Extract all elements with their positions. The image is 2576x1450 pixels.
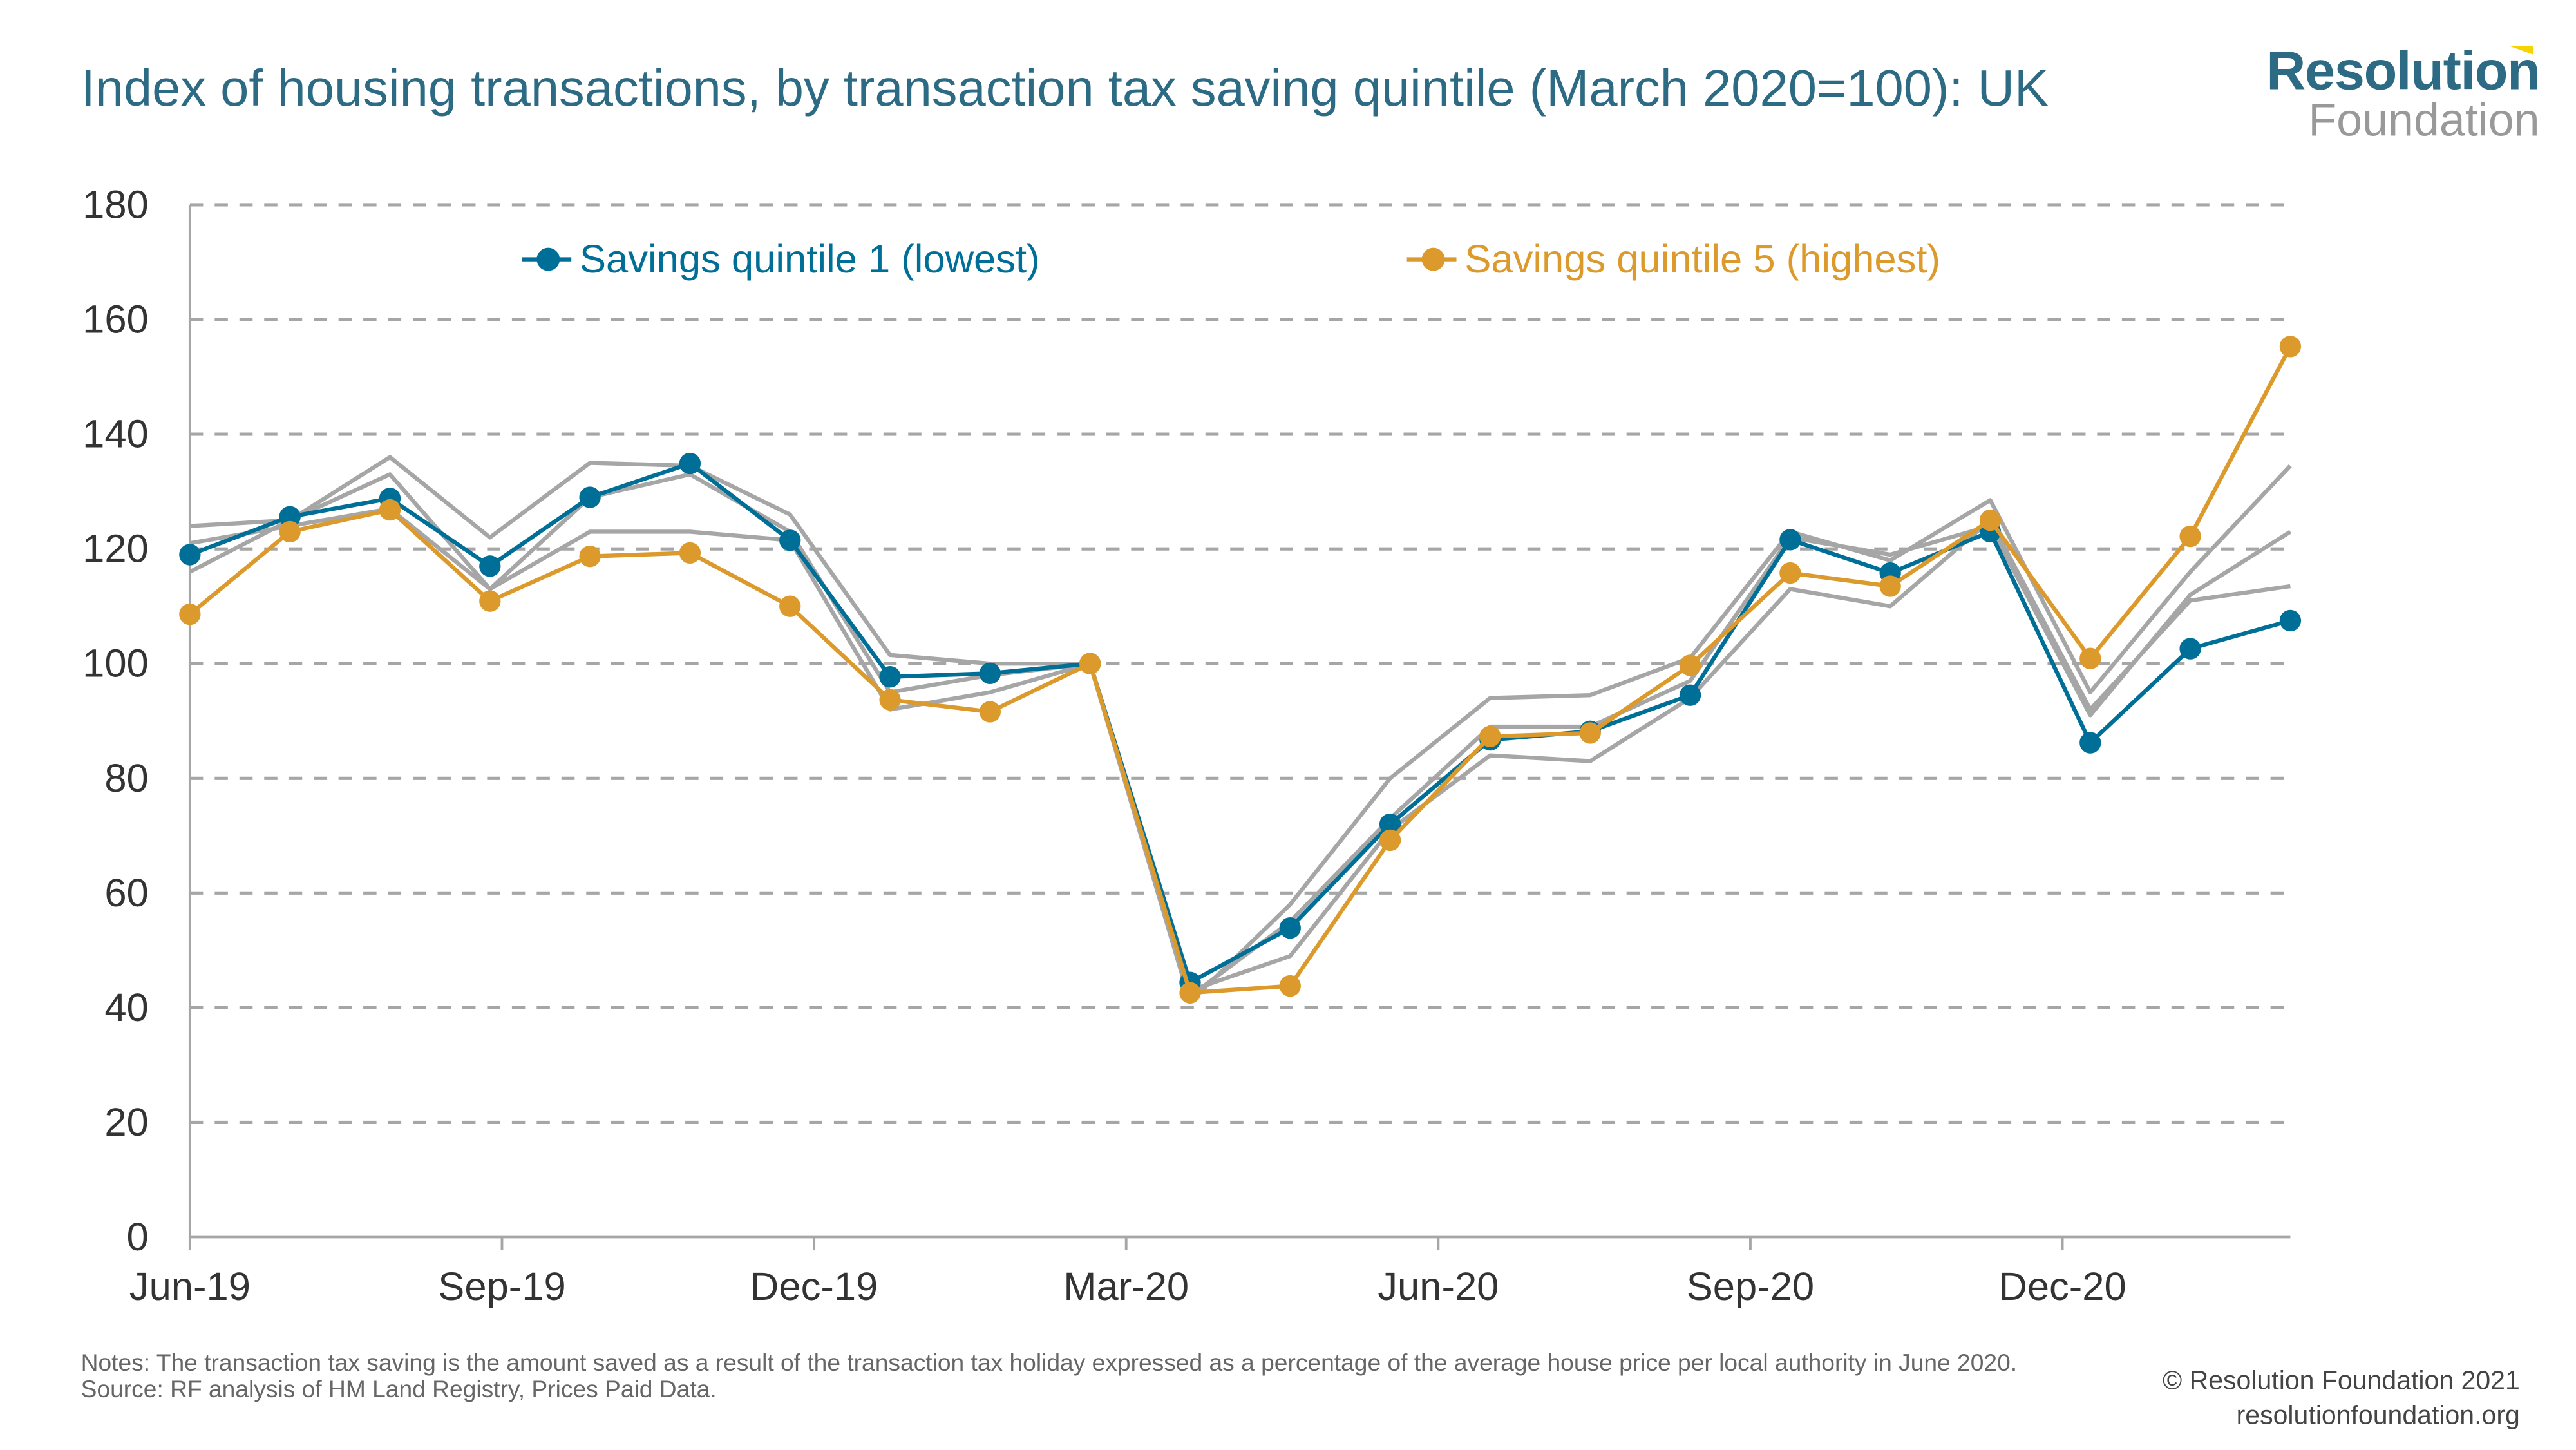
data-point-3	[2279, 609, 2302, 632]
data-point-3	[579, 486, 601, 508]
data-point-3	[2179, 638, 2201, 660]
data-point-4	[579, 546, 601, 568]
data-point-4	[479, 590, 501, 612]
x-tick-label: Dec-20	[1998, 1264, 2126, 1309]
data-point-4	[2079, 647, 2101, 669]
data-point-4	[1179, 982, 1201, 1004]
data-point-3	[1679, 684, 1701, 706]
logo-accent-mark	[2510, 46, 2533, 55]
data-point-4	[179, 603, 201, 625]
y-tick-label: 100	[82, 642, 149, 686]
data-point-3	[179, 544, 201, 566]
x-tick-label: Jun-19	[129, 1264, 251, 1309]
data-point-4	[1979, 509, 2002, 531]
chart-title: Index of housing transactions, by transa…	[80, 59, 2049, 118]
data-point-3	[879, 666, 901, 688]
data-point-4	[1079, 653, 1101, 674]
x-tick-label: Jun-20	[1378, 1264, 1499, 1309]
data-point-3	[479, 555, 501, 577]
data-point-4	[979, 701, 1001, 723]
data-point-4	[1479, 725, 1501, 747]
legend-marker	[536, 247, 560, 271]
notes-text: Notes: The transaction tax saving is the…	[80, 1351, 2018, 1378]
y-tick-label: 160	[82, 298, 149, 342]
data-point-3	[2079, 732, 2101, 754]
y-tick-label: 180	[82, 182, 149, 227]
x-tick-label: Sep-19	[438, 1264, 565, 1309]
y-tick-label: 20	[104, 1100, 148, 1145]
data-point-3	[1779, 529, 1801, 551]
y-tick-label: 140	[82, 412, 149, 457]
y-tick-label: 80	[104, 756, 148, 801]
series-line-2	[189, 472, 2292, 998]
x-tick-label: Dec-19	[750, 1264, 878, 1309]
data-point-4	[2279, 336, 2302, 358]
data-point-3	[1379, 813, 1401, 835]
x-tick-label: Sep-20	[1687, 1264, 1814, 1309]
data-point-3	[279, 506, 301, 528]
y-tick-label: 40	[104, 986, 148, 1030]
series-line-4	[188, 345, 2293, 995]
y-tick-label: 60	[104, 871, 148, 915]
y-tick-label: 120	[82, 527, 149, 571]
data-point-4	[279, 520, 301, 543]
chart-notes: Notes: The transaction tax saving is the…	[80, 1351, 2128, 1406]
y-tick-label: 0	[127, 1215, 149, 1259]
data-point-4	[879, 689, 901, 711]
data-point-4	[1879, 575, 1901, 597]
legend-label: Savings quintile 1 (lowest)	[580, 237, 1040, 281]
data-point-4	[379, 499, 401, 521]
copyright-text: © Resolution Foundation 2021	[2162, 1368, 2520, 1396]
data-point-3	[1279, 917, 1301, 939]
data-point-4	[2179, 525, 2201, 548]
logo-line1: Resolution	[2266, 39, 2541, 101]
data-point-3	[679, 452, 701, 475]
legend-label: Savings quintile 5 (highest)	[1464, 237, 1940, 281]
website-text: resolutionfoundation.org	[2236, 1402, 2520, 1430]
data-point-4	[1779, 562, 1801, 584]
data-point-4	[1379, 829, 1401, 852]
source-text: Source: RF analysis of HM Land Registry,…	[80, 1377, 717, 1404]
resolution-foundation-logo: Resolution Foundation	[2266, 39, 2541, 146]
legend-marker	[1421, 247, 1445, 271]
data-point-4	[679, 542, 701, 564]
data-point-4	[1679, 654, 1701, 676]
series-line-1	[189, 472, 2291, 993]
copyright-block: © Resolution Foundation 2021 resolutionf…	[2163, 1366, 2520, 1435]
data-point-3	[779, 529, 801, 551]
data-point-3	[979, 662, 1001, 685]
data-point-4	[1279, 975, 1301, 997]
data-point-4	[1579, 722, 1601, 744]
data-point-4	[779, 595, 801, 617]
x-tick-label: Mar-20	[1063, 1264, 1189, 1309]
series-line-3	[189, 461, 2291, 985]
logo-line2: Foundation	[2308, 94, 2540, 146]
